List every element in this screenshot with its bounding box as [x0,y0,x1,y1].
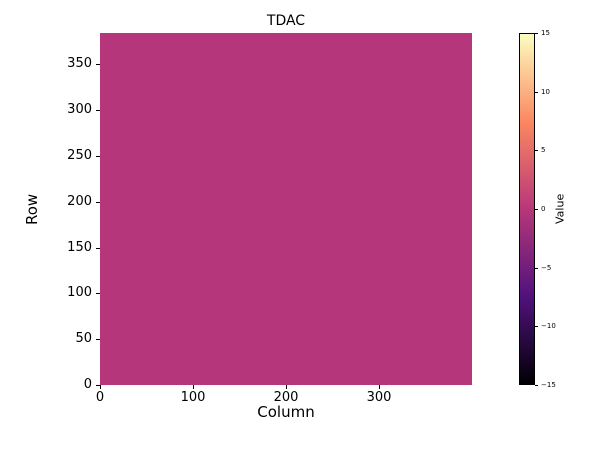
x-tick-mark [193,385,194,389]
x-tick-mark [379,385,380,389]
y-tick-mark [96,385,100,386]
colorbar-tick-mark [535,150,538,152]
y-tick-label: 100 [67,285,92,301]
y-tick-mark [96,201,100,203]
y-tick-mark [96,247,100,249]
y-tick-label: 150 [67,239,92,255]
colorbar [519,33,535,385]
colorbar-tick-label: 10 [541,87,550,96]
y-tick-label: 300 [67,102,92,117]
x-tick-label: 200 [273,390,299,405]
x-axis-label: Column [257,403,315,421]
colorbar-tick-label: 15 [541,29,550,37]
y-tick-mark [96,293,100,295]
colorbar-tick-label: −10 [541,322,556,331]
x-tick-mark [286,385,287,389]
colorbar-tick-label: 5 [541,146,546,155]
y-tick-mark [96,110,100,111]
y-tick-mark [96,64,100,66]
y-tick-label: 0 [83,377,92,392]
y-tick-label: 200 [67,193,92,209]
y-tick-label: 350 [67,56,92,72]
chart-title: TDAC [266,13,306,29]
colorbar-tick-mark [535,385,538,386]
x-tick-label: 0 [95,390,105,405]
colorbar-tick-label: −5 [541,263,552,272]
colorbar-tick-mark [535,326,538,328]
y-tick-mark [96,155,100,157]
y-axis-label: Row [23,193,41,225]
colorbar-tick-mark [535,209,538,210]
x-tick-label: 300 [366,390,392,405]
colorbar-tick-label: −15 [541,381,556,389]
x-tick-label: 100 [180,390,206,405]
colorbar-tick-label: 0 [541,205,546,213]
y-tick-label: 50 [75,331,92,347]
colorbar-tick-mark [535,33,538,34]
heatmap-plot [100,33,472,385]
x-tick-mark [100,385,101,389]
y-tick-mark [96,339,100,341]
y-tick-label: 250 [67,147,92,163]
colorbar-tick-mark [535,267,538,269]
colorbar-tick-mark [535,91,538,93]
